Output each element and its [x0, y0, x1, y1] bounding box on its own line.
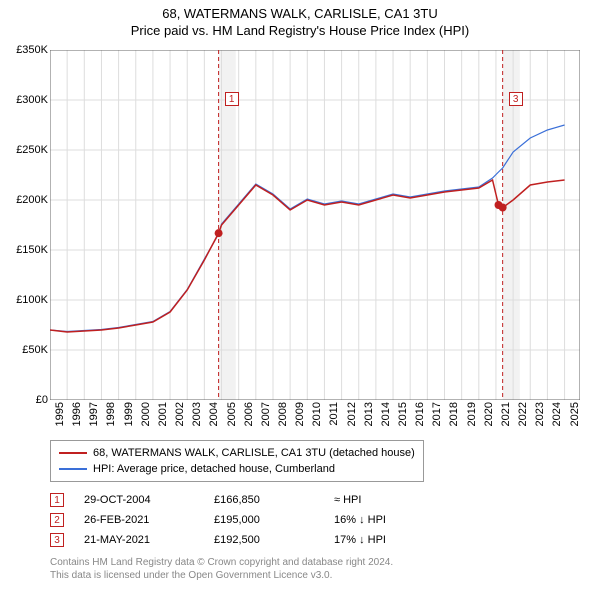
sale-row: 2 26-FEB-2021£195,00016% ↓ HPI	[50, 510, 454, 530]
x-tick-label: 2011	[328, 402, 340, 426]
sale-marker-label: 3	[509, 92, 523, 106]
y-tick-label: £0	[36, 394, 48, 406]
x-tick-label: 2012	[346, 402, 358, 426]
legend-item: HPI: Average price, detached house, Cumb…	[59, 461, 415, 477]
x-tick-label: 1999	[123, 402, 135, 426]
x-tick-label: 2017	[431, 402, 443, 426]
title-block: 68, WATERMANS WALK, CARLISLE, CA1 3TU Pr…	[0, 0, 600, 40]
chart-container: 68, WATERMANS WALK, CARLISLE, CA1 3TU Pr…	[0, 0, 600, 590]
y-tick-label: £100K	[16, 294, 48, 306]
x-tick-label: 1996	[71, 402, 83, 426]
chart-plot-area	[50, 50, 580, 400]
y-tick-label: £50K	[22, 344, 48, 356]
x-tick-label: 2020	[483, 402, 495, 426]
x-tick-label: 2007	[260, 402, 272, 426]
footer-line2: This data is licensed under the Open Gov…	[50, 569, 393, 582]
legend-label: HPI: Average price, detached house, Cumb…	[93, 463, 335, 475]
sale-row: 3 21-MAY-2021£192,50017% ↓ HPI	[50, 530, 454, 550]
sale-diff: 17% ↓ HPI	[334, 534, 454, 546]
x-tick-label: 2022	[517, 402, 529, 426]
sale-diff: 16% ↓ HPI	[334, 514, 454, 526]
sale-date: 29-OCT-2004	[84, 494, 214, 506]
y-tick-label: £250K	[16, 144, 48, 156]
x-tick-label: 2013	[363, 402, 375, 426]
x-tick-label: 2016	[414, 402, 426, 426]
x-tick-label: 2014	[380, 402, 392, 426]
title-subtitle: Price paid vs. HM Land Registry's House …	[0, 23, 600, 38]
sale-marker-label: 1	[225, 92, 239, 106]
legend-item: 68, WATERMANS WALK, CARLISLE, CA1 3TU (d…	[59, 445, 415, 461]
sale-number-box: 1	[50, 493, 64, 507]
x-tick-label: 1995	[54, 402, 66, 426]
y-tick-label: £200K	[16, 194, 48, 206]
legend-swatch	[59, 468, 87, 470]
sale-date: 26-FEB-2021	[84, 514, 214, 526]
x-tick-label: 2023	[534, 402, 546, 426]
sale-price: £166,850	[214, 494, 334, 506]
x-tick-label: 2021	[500, 402, 512, 426]
x-tick-label: 2018	[448, 402, 460, 426]
sale-diff: ≈ HPI	[334, 494, 454, 506]
sale-row: 1 29-OCT-2004£166,850≈ HPI	[50, 490, 454, 510]
sale-date: 21-MAY-2021	[84, 534, 214, 546]
x-tick-label: 2000	[140, 402, 152, 426]
legend-swatch	[59, 452, 87, 454]
legend-label: 68, WATERMANS WALK, CARLISLE, CA1 3TU (d…	[93, 447, 415, 459]
x-tick-label: 2010	[311, 402, 323, 426]
sales-table: 1 29-OCT-2004£166,850≈ HPI 2 26-FEB-2021£19…	[50, 490, 454, 550]
x-tick-label: 2001	[157, 402, 169, 426]
x-tick-label: 2009	[294, 402, 306, 426]
y-tick-label: £350K	[16, 44, 48, 56]
x-tick-label: 1997	[88, 402, 100, 426]
x-tick-label: 2008	[277, 402, 289, 426]
x-tick-label: 2005	[226, 402, 238, 426]
legend: 68, WATERMANS WALK, CARLISLE, CA1 3TU (d…	[50, 440, 424, 482]
x-tick-label: 2004	[208, 402, 220, 426]
y-tick-label: £300K	[16, 94, 48, 106]
x-tick-label: 2024	[551, 402, 563, 426]
chart-svg	[50, 50, 580, 400]
sale-number-box: 3	[50, 533, 64, 547]
x-tick-label: 2015	[397, 402, 409, 426]
sale-number-box: 2	[50, 513, 64, 527]
x-tick-label: 2019	[466, 402, 478, 426]
x-tick-label: 2003	[191, 402, 203, 426]
title-address: 68, WATERMANS WALK, CARLISLE, CA1 3TU	[0, 6, 600, 21]
footer-line1: Contains HM Land Registry data © Crown c…	[50, 556, 393, 569]
y-tick-label: £150K	[16, 244, 48, 256]
x-tick-label: 1998	[105, 402, 117, 426]
x-tick-label: 2006	[243, 402, 255, 426]
sale-price: £195,000	[214, 514, 334, 526]
sale-price: £192,500	[214, 534, 334, 546]
x-tick-label: 2025	[569, 402, 581, 426]
footer-attribution: Contains HM Land Registry data © Crown c…	[50, 556, 393, 582]
x-tick-label: 2002	[174, 402, 186, 426]
